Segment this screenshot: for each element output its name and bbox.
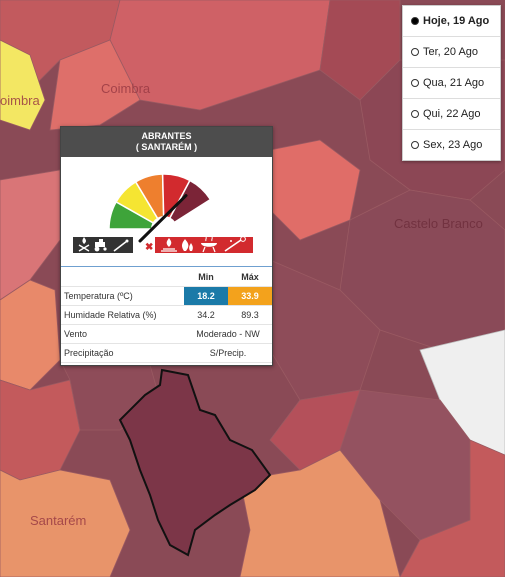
day-option-4[interactable]: Sex, 23 Ago [403,130,500,160]
table-row-wind: Vento Moderado - NW [61,324,272,344]
col-min: Min [184,268,228,287]
day-label: Qui, 22 Ago [423,108,481,120]
gauge-segment-5 [161,179,212,232]
radio-icon[interactable] [411,79,419,87]
day-label: Qua, 21 Ago [423,77,485,89]
fireworks-icon [224,236,246,252]
barbecue-icon [201,236,217,253]
map-region[interactable] [0,169,61,301]
map-region[interactable] [0,469,131,577]
humidity-min: 34.2 [184,305,228,325]
table-header-row: Min Máx [61,268,272,287]
popup-separator [61,266,272,267]
forbidden-x-icon: ✖ [145,242,153,253]
precipitation-label: Precipitação [61,343,184,363]
campfire-icon [78,237,90,252]
popup-title: ABRANTES [141,131,192,141]
col-max: Máx [228,268,272,287]
radio-selected-icon[interactable] [411,17,419,25]
risk-gauge: ✖ [73,173,253,253]
map-label-castelo-branco: Castelo Branco [394,216,483,231]
map-region[interactable] [49,39,141,131]
selected-municipality-abrantes[interactable] [118,368,272,557]
bonfire-icon [161,238,177,252]
allowed-activities [73,237,133,253]
humidity-max: 89.3 [228,305,272,325]
map-region[interactable] [269,389,361,471]
wind-label: Vento [61,324,184,344]
map-region[interactable] [399,439,505,577]
day-option-1[interactable]: Ter, 20 Ago [403,37,500,68]
popup-header: ABRANTES ( SANTARÉM ) [61,127,272,157]
radio-icon[interactable] [411,48,419,56]
temperature-label: Temperatura (ºC) [61,286,184,306]
day-option-3[interactable]: Qui, 22 Ago [403,99,500,130]
map-label-coimbra: Coimbra [101,81,151,96]
temperature-min: 18.2 [184,286,228,306]
day-label: Hoje, 19 Ago [423,15,490,27]
day-selector: Hoje, 19 Ago Ter, 20 Ago Qua, 21 Ago Qui… [402,5,501,161]
weather-table: Min Máx Temperatura (ºC) 18.2 33.9 Humid… [61,268,272,363]
tractor-icon [94,239,107,252]
popup-subtitle: ( SANTARÉM ) [135,142,198,152]
table-row-humidity: Humidade Relativa (%) 34.2 89.3 [61,305,272,325]
municipality-popup: ABRANTES ( SANTARÉM ) ✖ [60,126,273,366]
map-region[interactable] [0,39,46,131]
day-label: Ter, 20 Ago [423,46,479,58]
map-label-coimbra-partial: oimbra [0,93,40,108]
table-row-precipitation: Precipitação S/Precip. [61,343,272,363]
radio-icon[interactable] [411,141,419,149]
map-label-santarem: Santarém [30,513,87,528]
day-option-0[interactable]: Hoje, 19 Ago [403,6,500,37]
gauge-needle [138,194,188,243]
temperature-max: 33.9 [228,286,272,306]
rocket-firework-icon [113,239,129,252]
day-option-2[interactable]: Qua, 21 Ago [403,68,500,99]
forbidden-activities [155,236,253,253]
table-row-temperature: Temperatura (ºC) 18.2 33.9 [61,286,272,306]
humidity-label: Humidade Relativa (%) [61,305,184,325]
burning-icon [182,239,193,251]
wind-value: Moderado - NW [184,324,272,344]
precipitation-value: S/Precip. [184,343,272,363]
table-header-empty [61,268,184,287]
day-label: Sex, 23 Ago [423,139,483,151]
radio-icon[interactable] [411,110,419,118]
